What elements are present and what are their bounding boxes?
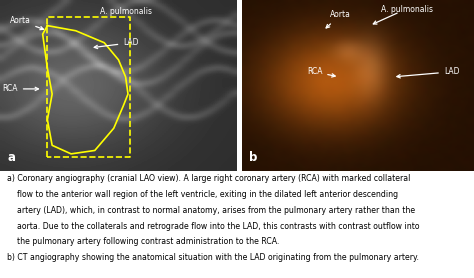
Text: aorta. Due to the collaterals and retrograde flow into the LAD, this contrasts w: aorta. Due to the collaterals and retrog… — [7, 222, 419, 230]
Text: b: b — [249, 151, 257, 164]
Text: a) Coronary angiography (cranial LAO view). A large right coronary artery (RCA) : a) Coronary angiography (cranial LAO vie… — [7, 174, 410, 183]
Text: artery (LAD), which, in contrast to normal anatomy, arises from the pulmonary ar: artery (LAD), which, in contrast to norm… — [7, 206, 415, 215]
Text: flow to the anterior wall region of the left ventricle, exiting in the dilated l: flow to the anterior wall region of the … — [7, 190, 398, 199]
Text: Aorta: Aorta — [326, 10, 351, 28]
Text: A. pulmonalis: A. pulmonalis — [381, 5, 433, 14]
Text: a: a — [7, 151, 15, 164]
Text: Aorta: Aorta — [9, 16, 44, 30]
Text: the pulmonary artery following contrast administration to the RCA.: the pulmonary artery following contrast … — [7, 237, 280, 246]
Text: LAD: LAD — [94, 38, 139, 49]
Text: b) CT angiography showing the anatomical situation with the LAD originating from: b) CT angiography showing the anatomical… — [7, 253, 419, 262]
Text: RCA: RCA — [2, 85, 38, 93]
Text: A. pulmonalis: A. pulmonalis — [100, 7, 152, 16]
Text: RCA: RCA — [307, 67, 335, 77]
Text: LAD: LAD — [397, 67, 459, 78]
